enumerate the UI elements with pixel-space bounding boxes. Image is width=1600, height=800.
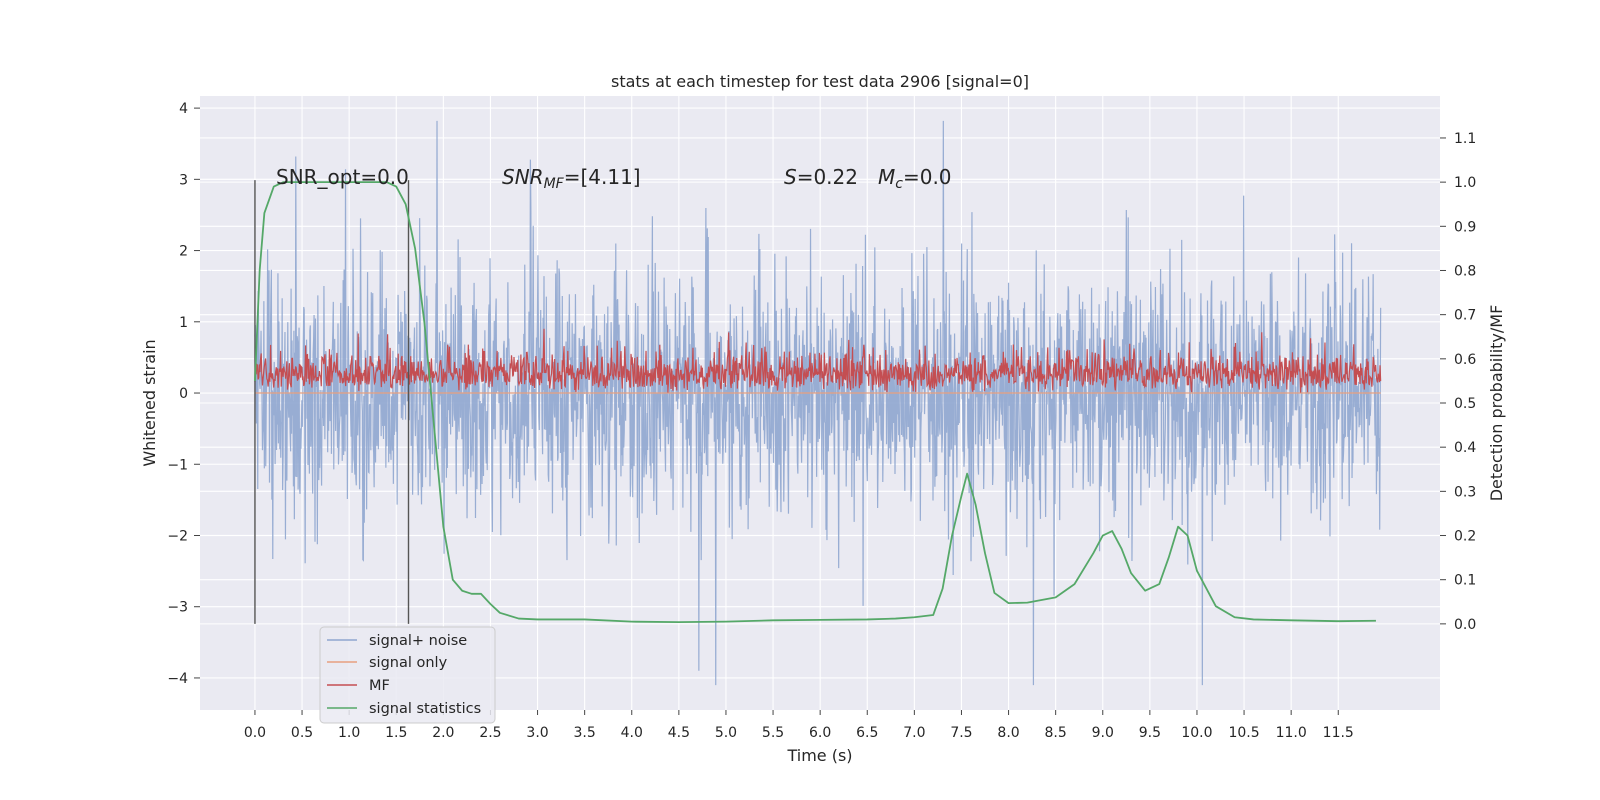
annotation-snr-mf-value: =[4.11] [564,165,641,189]
annotation-s-label: S [784,165,797,189]
legend-label-mf: MF [369,678,390,694]
annotation-snr-opt: SNR_opt=0.0 [276,165,409,189]
legend-label-stats: signal statistics [369,701,481,717]
x-tick-label: 7.5 [950,725,972,741]
y-tick-label-right: 0.4 [1454,440,1476,456]
y-tick-label-right: 0.2 [1454,529,1476,545]
annotation-snr-mf-subscript: MF [544,176,565,192]
y-axis-label-right: Detection probability/MF [1487,305,1506,502]
x-tick-label: 10.0 [1181,725,1212,741]
series-mf-line [254,328,1382,393]
legend-label-signal-only: signal only [369,655,448,671]
x-tick-label: 3.5 [574,725,596,741]
y-tick-label-left: 0 [179,386,188,402]
y-tick-label-right: 1.0 [1454,175,1476,191]
y-tick-label-left: 1 [179,315,188,331]
annotation-s: S=0.22 [784,165,858,189]
legend-box [319,626,496,724]
y-tick-label-left: −1 [167,457,188,473]
annotation-mc-subscript: c [895,176,903,192]
y-tick-label-right: 0.6 [1454,352,1476,368]
annotation-snr-mf-prefix: SNR [502,165,544,189]
y-tick-label-left: −3 [167,600,188,616]
x-axis-label: Time (s) [786,746,852,765]
y-tick-label-right: 0.1 [1454,573,1476,589]
series-layer [254,120,1382,686]
x-tick-label: 6.5 [856,725,878,741]
axes: 0.0 0.5 1.0 1.5 2.0 2.5 3.0 3.5 4.0 4.5 5.0 5.5 6.0 6… [167,101,1476,741]
x-tick-label: 4.0 [621,725,643,741]
x-tick-label: 9.5 [1139,725,1161,741]
annotation-mc-value: =0.0 [903,165,952,189]
annotation-mc: Mc=0.0 [878,165,952,192]
x-tick-label: 8.5 [1045,725,1067,741]
y-tick-label-left: −2 [167,528,188,544]
x-tick-label: 5.0 [715,725,737,741]
x-tick-label: 0.5 [291,725,313,741]
x-tick-label: 11.0 [1276,725,1307,741]
y-tick-label-right: 1.1 [1454,131,1476,147]
x-tick-label: 4.5 [668,725,690,741]
x-tick-label: 3.0 [526,725,548,741]
x-tick-label: 1.5 [385,725,407,741]
x-tick-label: 1.0 [338,725,360,741]
x-tick-label: 11.5 [1323,725,1354,741]
y-tick-label-right: 0.0 [1454,617,1476,633]
x-tick-label: 0.0 [244,725,266,741]
y-tick-label-right: 0.7 [1454,308,1476,324]
annotation-snr-mf: SNRMF=[4.11] [502,165,641,192]
x-tick-label: 2.5 [479,725,501,741]
x-tick-label: 9.0 [1092,725,1114,741]
y-tick-label-left: 3 [179,172,188,188]
legend: signal+ noise signal only MF signal stat… [319,626,496,724]
annotation-s-value: =0.22 [797,165,858,189]
x-tick-label: 10.5 [1228,725,1259,741]
x-tick-label: 8.0 [997,725,1019,741]
y-tick-label-right: 0.5 [1454,396,1476,412]
chart-title: stats at each timestep for test data 290… [611,72,1029,91]
y-tick-label-left: 4 [179,101,188,117]
annotation-mc-label: M [878,165,895,189]
x-tick-label: 5.5 [762,725,784,741]
y-tick-label-right: 0.8 [1454,263,1476,279]
x-tick-label: 6.0 [809,725,831,741]
y-tick-label-right: 0.3 [1454,484,1476,500]
series-signal-statistics-line [254,181,1376,623]
y-axis-label-left: Whitened strain [140,339,159,466]
y-tick-label-right: 0.9 [1454,219,1476,235]
x-tick-label: 7.0 [903,725,925,741]
legend-label-noise: signal+ noise [369,633,467,649]
x-tick-label: 2.0 [432,725,454,741]
y-tick-label-left: −4 [167,671,188,687]
grid-lines [200,96,1440,710]
y-tick-label-left: 2 [179,244,188,260]
series-signal-noise-line [254,120,1382,686]
